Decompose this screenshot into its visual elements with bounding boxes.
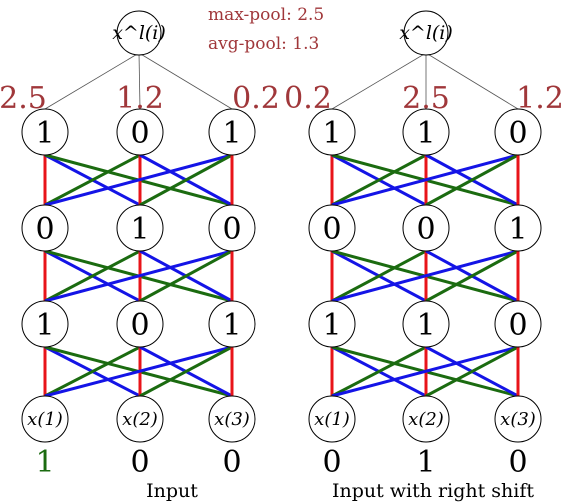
- connection-edge: [331, 249, 427, 303]
- connection-edge: [139, 345, 233, 398]
- hidden-node: [494, 204, 542, 252]
- hidden-node: [402, 204, 450, 252]
- input-value: 0: [322, 445, 341, 480]
- output-connection: [425, 52, 519, 110]
- connection-edge: [331, 249, 519, 303]
- activation-value: 0.2: [232, 81, 280, 116]
- input-node-label: x(3): [214, 409, 250, 430]
- input-node: [116, 395, 164, 443]
- input-value: 1: [35, 445, 54, 480]
- input-node: [402, 395, 450, 443]
- hidden-node-value: 0: [130, 116, 149, 151]
- hidden-node: [21, 108, 69, 156]
- connection-edge: [331, 345, 519, 398]
- hidden-node: [402, 108, 450, 156]
- input-value: 0: [508, 445, 527, 480]
- connection-edge: [425, 153, 519, 207]
- hidden-node: [116, 300, 164, 348]
- output-connection: [331, 52, 427, 110]
- output-node-label: x^l(i): [112, 22, 166, 44]
- hidden-node-value: 0: [416, 212, 435, 247]
- connection-edge: [331, 345, 427, 398]
- input-node: [494, 395, 542, 443]
- connection-edge: [44, 153, 141, 207]
- hidden-node-value: 0: [222, 212, 241, 247]
- output-node: [403, 10, 449, 56]
- network-caption: Input with right shift: [332, 480, 534, 502]
- connection-edge: [139, 153, 233, 207]
- hidden-node-value: 0: [35, 212, 54, 247]
- input-node-label: x(1): [314, 409, 350, 430]
- hidden-node-value: 1: [322, 116, 341, 151]
- input-node-label: x(2): [122, 409, 158, 430]
- input-node-label: x(2): [408, 409, 444, 430]
- hidden-node: [208, 108, 256, 156]
- hidden-node-value: 1: [35, 116, 54, 151]
- avg-pool-label: avg-pool: 1.3: [208, 34, 319, 54]
- hidden-node-value: 0: [508, 308, 527, 343]
- connection-edge: [44, 249, 141, 303]
- hidden-node-value: 1: [222, 308, 241, 343]
- connection-edge: [44, 345, 233, 398]
- max-pool-label: max-pool: 2.5: [208, 5, 324, 25]
- hidden-node-value: 1: [222, 116, 241, 151]
- input-node-label: x(3): [500, 409, 536, 430]
- hidden-node: [21, 204, 69, 252]
- hidden-node-value: 0: [322, 212, 341, 247]
- output-node-label: x^l(i): [399, 22, 453, 44]
- output-connection: [44, 52, 140, 110]
- hidden-node: [308, 108, 356, 156]
- hidden-node: [116, 108, 164, 156]
- hidden-node: [494, 108, 542, 156]
- connection-edge: [425, 345, 519, 398]
- activation-value: 1.2: [516, 81, 564, 116]
- activation-value: 0.2: [284, 81, 332, 116]
- hidden-node: [308, 300, 356, 348]
- hidden-node-value: 0: [130, 308, 149, 343]
- connection-edge: [44, 249, 233, 303]
- connection-edge: [44, 153, 233, 207]
- input-value: 1: [416, 445, 435, 480]
- output-node: [116, 10, 162, 56]
- output-connection: [138, 52, 141, 110]
- hidden-node: [208, 300, 256, 348]
- input-value: 0: [222, 445, 241, 480]
- input-value: 0: [130, 445, 149, 480]
- input-node-label: x(1): [27, 409, 63, 430]
- activation-value: 2.5: [402, 81, 450, 116]
- input-node: [21, 395, 69, 443]
- activation-value: 1.2: [116, 81, 164, 116]
- hidden-node-value: 1: [416, 308, 435, 343]
- hidden-node: [116, 204, 164, 252]
- hidden-node: [308, 204, 356, 252]
- connection-edge: [44, 345, 141, 398]
- connection-edge: [331, 153, 427, 207]
- hidden-node: [494, 300, 542, 348]
- input-node: [208, 395, 256, 443]
- hidden-node: [402, 300, 450, 348]
- hidden-node-value: 1: [322, 308, 341, 343]
- hidden-node: [21, 300, 69, 348]
- output-connection: [138, 52, 233, 110]
- hidden-node-value: 1: [508, 212, 527, 247]
- hidden-node: [208, 204, 256, 252]
- connection-edge: [425, 249, 519, 303]
- hidden-node-value: 0: [508, 116, 527, 151]
- connection-edge: [139, 249, 233, 303]
- hidden-node-value: 1: [130, 212, 149, 247]
- input-node: [308, 395, 356, 443]
- activation-value: 2.5: [0, 81, 47, 116]
- hidden-node-value: 1: [416, 116, 435, 151]
- hidden-node-value: 1: [35, 308, 54, 343]
- network-caption: Input: [146, 480, 198, 502]
- connection-edge: [331, 153, 519, 207]
